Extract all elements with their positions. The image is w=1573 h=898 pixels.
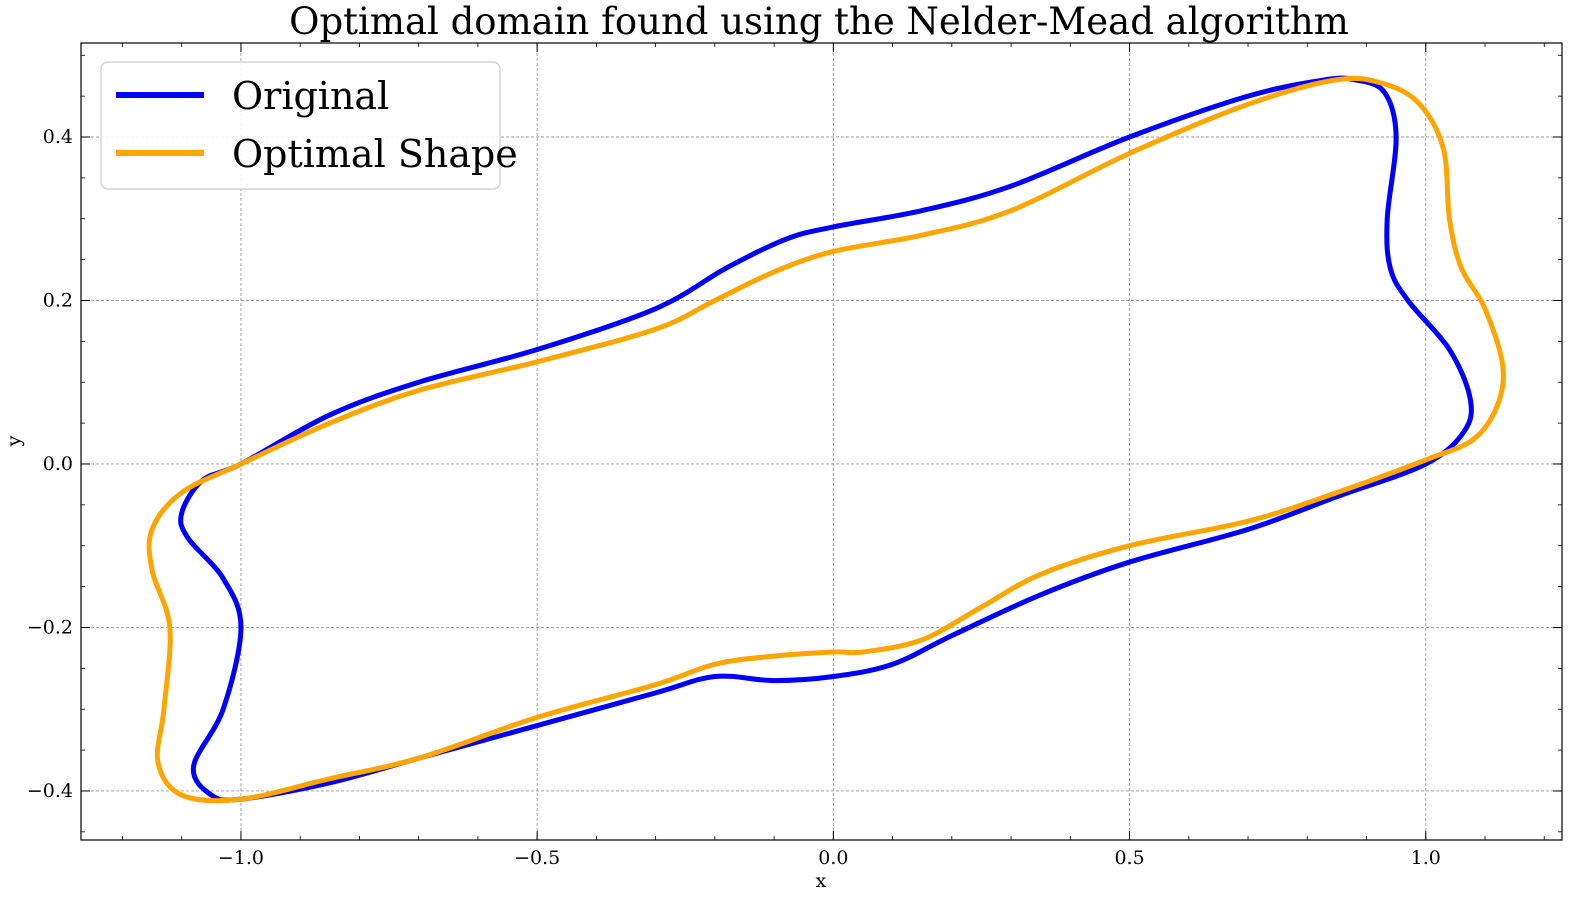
legend: Original Optimal Shape xyxy=(100,61,518,190)
chart-title: Optimal domain found using the Nelder-Me… xyxy=(289,0,1349,43)
x-tick-label: −1.0 xyxy=(218,847,264,869)
x-tick-label: −0.5 xyxy=(514,847,560,869)
y-tick-label: 0.2 xyxy=(43,289,73,311)
y-tick-labels: −0.4 −0.2 0.0 0.2 0.4 xyxy=(27,126,73,802)
x-tick-label: 0.0 xyxy=(818,847,848,869)
major-ticks xyxy=(81,43,1562,840)
legend-label-optimal-shape: Optimal Shape xyxy=(232,132,518,176)
legend-label-original: Original xyxy=(232,74,389,118)
x-tick-labels: −1.0 −0.5 0.0 0.5 1.0 xyxy=(218,847,1441,869)
plot-frame xyxy=(80,42,1563,841)
x-tick-label: 0.5 xyxy=(1114,847,1144,869)
y-tick-label: −0.2 xyxy=(27,616,73,638)
series-line-original xyxy=(178,75,1474,803)
y-tick-label: 0.0 xyxy=(43,453,73,475)
series-layer xyxy=(146,75,1506,804)
series-line-optimal-shape xyxy=(146,75,1506,804)
x-tick-label: 1.0 xyxy=(1411,847,1441,869)
y-tick-label: −0.4 xyxy=(27,780,73,802)
y-axis-label: y xyxy=(3,435,25,447)
x-axis-label: x xyxy=(816,870,827,892)
y-tick-label: 0.4 xyxy=(43,126,73,148)
